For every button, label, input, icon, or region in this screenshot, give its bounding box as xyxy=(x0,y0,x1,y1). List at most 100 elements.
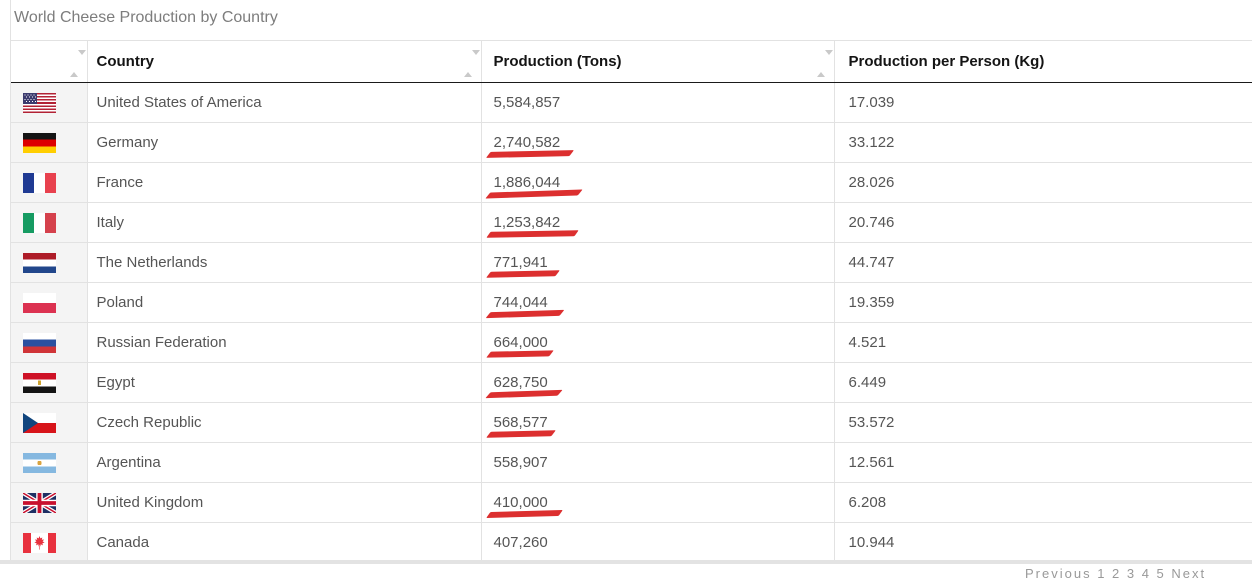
red-annotation-underline xyxy=(485,350,554,358)
production-value: 664,000 xyxy=(493,334,548,351)
canada-flag-icon xyxy=(23,532,56,553)
italy-flag-icon xyxy=(23,212,56,233)
country-cell: Egypt xyxy=(87,362,482,403)
production-cell: 628,750 xyxy=(481,362,835,403)
table-row: Czech Republic 568,577 53.572 xyxy=(11,402,1252,443)
per-person-cell: 28.026 xyxy=(834,162,1252,203)
table-container: World Cheese Production by Country Count… xyxy=(10,0,1252,564)
column-header-production-label: Production (Tons) xyxy=(493,53,622,70)
sort-icon xyxy=(463,49,480,77)
production-value: 771,941 xyxy=(493,254,548,271)
column-header-production[interactable]: Production (Tons) xyxy=(481,40,835,83)
table-row: Italy 1,253,842 20.746 xyxy=(11,202,1252,243)
table-row: Russian Federation 664,000 4.521 xyxy=(11,322,1252,363)
column-header-flag[interactable] xyxy=(11,40,88,83)
red-annotation-underline xyxy=(485,230,579,238)
netherlands-flag-icon xyxy=(23,252,56,273)
per-person-cell: 17.039 xyxy=(834,82,1252,123)
country-cell: Poland xyxy=(87,282,482,323)
red-annotation-underline xyxy=(485,430,556,438)
flag-cell xyxy=(11,82,88,123)
country-cell: Russian Federation xyxy=(87,322,482,363)
table-row: Poland 744,044 19.359 xyxy=(11,282,1252,323)
per-person-cell: 53.572 xyxy=(834,402,1252,443)
production-value: 410,000 xyxy=(493,494,548,511)
poland-flag-icon xyxy=(23,292,56,313)
production-value: 628,750 xyxy=(493,374,548,391)
country-cell: The Netherlands xyxy=(87,242,482,283)
country-cell: Germany xyxy=(87,122,482,163)
per-person-cell: 44.747 xyxy=(834,242,1252,283)
column-header-country[interactable]: Country xyxy=(87,40,482,83)
per-person-cell: 33.122 xyxy=(834,122,1252,163)
table-row: Egypt 628,750 6.449 xyxy=(11,362,1252,403)
production-value: 744,044 xyxy=(493,294,548,311)
country-cell: France xyxy=(87,162,482,203)
cheese-production-table: Country Production (Tons) Production per… xyxy=(11,40,1252,563)
table-row: Canada 407,260 10.944 xyxy=(11,522,1252,563)
pagination[interactable]: Previous 1 2 3 4 5 Next xyxy=(1025,566,1207,581)
country-cell: Czech Republic xyxy=(87,402,482,443)
production-cell: 1,886,044 xyxy=(481,162,835,203)
country-cell: United States of America xyxy=(87,82,482,123)
country-cell: Canada xyxy=(87,522,482,563)
column-header-country-label: Country xyxy=(96,53,155,70)
production-cell: 410,000 xyxy=(481,482,835,523)
per-person-cell: 12.561 xyxy=(834,442,1252,483)
production-cell: 558,907 xyxy=(481,442,835,483)
per-person-cell: 6.208 xyxy=(834,482,1252,523)
column-header-per-person-label: Production per Person (Kg) xyxy=(848,53,1045,70)
production-cell: 568,577 xyxy=(481,402,835,443)
production-cell: 2,740,582 xyxy=(481,122,835,163)
production-cell: 771,941 xyxy=(481,242,835,283)
usa-flag-icon xyxy=(23,92,56,113)
flag-cell xyxy=(11,482,88,523)
production-value: 1,886,044 xyxy=(493,174,561,191)
red-annotation-underline xyxy=(485,270,560,278)
flag-cell xyxy=(11,322,88,363)
per-person-cell: 6.449 xyxy=(834,362,1252,403)
red-annotation-underline xyxy=(485,510,563,518)
flag-cell xyxy=(11,202,88,243)
flag-cell xyxy=(11,362,88,403)
uk-flag-icon xyxy=(23,492,56,513)
production-value: 5,584,857 xyxy=(493,94,561,111)
per-person-cell: 19.359 xyxy=(834,282,1252,323)
production-cell: 744,044 xyxy=(481,282,835,323)
table-row: The Netherlands 771,941 44.747 xyxy=(11,242,1252,283)
red-annotation-underline xyxy=(485,309,564,319)
flag-cell xyxy=(11,282,88,323)
country-cell: Italy xyxy=(87,202,482,243)
sort-icon xyxy=(69,49,86,77)
sort-icon xyxy=(816,49,833,77)
country-cell: Argentina xyxy=(87,442,482,483)
production-cell: 407,260 xyxy=(481,522,835,563)
page-title: World Cheese Production by Country xyxy=(14,9,278,26)
red-annotation-underline xyxy=(484,389,563,399)
argentina-flag-icon xyxy=(23,452,56,473)
table-row: United Kingdom 410,000 6.208 xyxy=(11,482,1252,523)
production-value: 568,577 xyxy=(493,414,548,431)
table-row: France 1,886,044 28.026 xyxy=(11,162,1252,203)
france-flag-icon xyxy=(23,172,56,193)
production-value: 407,260 xyxy=(493,534,548,551)
production-value: 2,740,582 xyxy=(493,134,561,151)
flag-cell xyxy=(11,522,88,563)
country-cell: United Kingdom xyxy=(87,482,482,523)
flag-cell xyxy=(11,122,88,163)
table-row: United States of America 5,584,857 17.03… xyxy=(11,82,1252,123)
flag-cell xyxy=(11,242,88,283)
horizontal-scrollbar[interactable] xyxy=(0,560,1252,564)
flag-cell xyxy=(11,442,88,483)
production-cell: 664,000 xyxy=(481,322,835,363)
production-cell: 5,584,857 xyxy=(481,82,835,123)
germany-flag-icon xyxy=(23,132,56,153)
russia-flag-icon xyxy=(23,332,56,353)
table-row: Germany 2,740,582 33.122 xyxy=(11,122,1252,163)
table-row: Argentina 558,907 12.561 xyxy=(11,442,1252,483)
column-header-per-person[interactable]: Production per Person (Kg) xyxy=(834,40,1252,83)
per-person-cell: 20.746 xyxy=(834,202,1252,243)
per-person-cell: 10.944 xyxy=(834,522,1252,563)
production-cell: 1,253,842 xyxy=(481,202,835,243)
per-person-cell: 4.521 xyxy=(834,322,1252,363)
